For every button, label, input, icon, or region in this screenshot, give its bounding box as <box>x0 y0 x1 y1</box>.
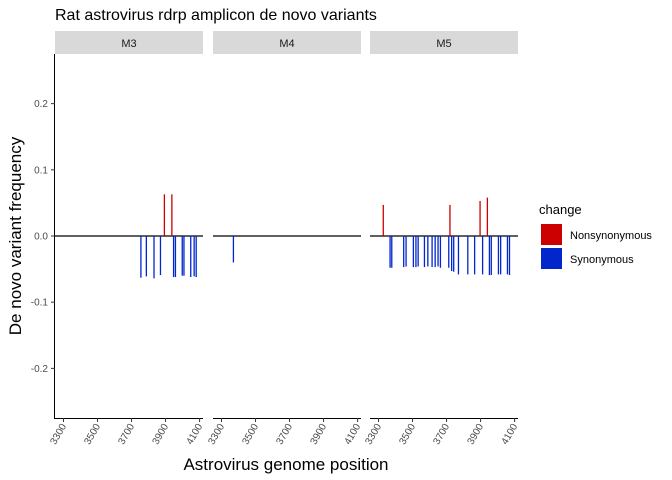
legend-label: Synonymous <box>570 254 634 266</box>
x-tick-label: 3900 <box>309 422 330 447</box>
legend-key <box>541 224 562 245</box>
chart-title: Rat astrovirus rdrp amplicon de novo var… <box>55 7 377 24</box>
x-tick-label: 4100 <box>500 422 521 447</box>
facet-panel-m3: M3 3300 3500 3700 3900 4100 <box>48 31 205 447</box>
x-tick-label: 3300 <box>363 422 384 447</box>
y-tick-label: 0.1 <box>34 165 48 176</box>
x-tick-label: 3300 <box>206 422 227 447</box>
x-tick-label: 3500 <box>240 422 261 447</box>
x-tick-label: 4100 <box>185 422 206 447</box>
facet-strip-label: M5 <box>436 38 451 50</box>
facet-strip-label: M4 <box>279 38 294 50</box>
x-tick-label: 4100 <box>343 422 364 447</box>
facet-panels: M3 3300 3500 3700 3900 4100 M4 3300 3500 3700 3900… <box>48 31 520 447</box>
facet-panel-m4: M4 3300 3500 3700 3900 4100 <box>206 31 363 447</box>
x-axis-title: Astrovirus genome position <box>183 455 388 474</box>
x-tick-label: 3900 <box>466 422 487 447</box>
x-tick-label: 3700 <box>116 422 137 447</box>
legend-key <box>541 248 562 269</box>
legend: change Nonsynonymous Synonymous <box>539 202 652 269</box>
y-tick-label: -0.1 <box>31 298 49 309</box>
x-tick-label: 3700 <box>431 422 452 447</box>
facet-strip <box>55 31 203 54</box>
legend-title: change <box>539 202 582 217</box>
facet-panel-m5: M5 3300 3500 3700 3900 4100 <box>363 31 520 447</box>
facet-strip <box>370 31 518 54</box>
x-tick-label: 3500 <box>82 422 103 447</box>
y-tick-label: -0.2 <box>31 364 49 375</box>
legend-label: Nonsynonymous <box>570 230 652 242</box>
x-tick-label: 3300 <box>48 422 69 447</box>
x-tick-label: 3900 <box>151 422 172 447</box>
facet-strip <box>213 31 361 54</box>
y-tick-label: 0.0 <box>34 232 48 243</box>
y-axis-title: De novo variant frequency <box>6 136 25 335</box>
y-axis: -0.2 -0.1 0.0 0.1 0.2 <box>31 54 55 419</box>
x-tick-label: 3500 <box>397 422 418 447</box>
y-tick-label: 0.2 <box>34 99 48 110</box>
facet-strip-label: M3 <box>121 38 136 50</box>
x-tick-label: 3700 <box>274 422 295 447</box>
